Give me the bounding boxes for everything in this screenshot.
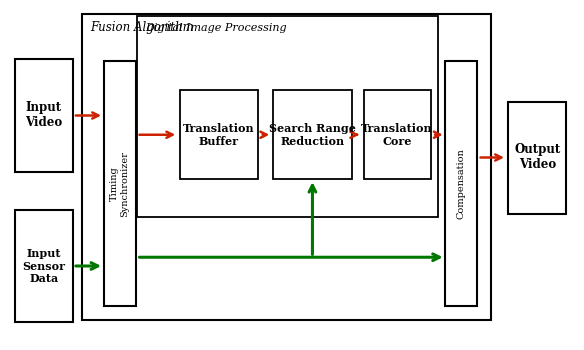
Bar	[363, 90, 431, 179]
Bar	[445, 61, 478, 306]
Text: Compensation: Compensation	[457, 148, 466, 219]
Text: Search Range
Reduction: Search Range Reduction	[269, 123, 356, 147]
Text: Timing
Synchronizer: Timing Synchronizer	[110, 151, 130, 217]
Bar	[15, 210, 73, 322]
Text: Translation
Core: Translation Core	[361, 123, 433, 147]
Text: Digital Image Processing: Digital Image Processing	[145, 23, 287, 33]
Bar	[15, 60, 73, 172]
Bar	[273, 90, 352, 179]
Text: Output
Video: Output Video	[514, 144, 561, 172]
Bar	[82, 14, 491, 320]
Bar	[508, 102, 566, 214]
Text: Translation
Buffer: Translation Buffer	[183, 123, 255, 147]
Bar	[137, 16, 438, 217]
Text: Fusion Algorithm: Fusion Algorithm	[91, 21, 194, 34]
Text: Input
Sensor
Data: Input Sensor Data	[22, 248, 65, 284]
Text: Input
Video: Input Video	[25, 102, 62, 130]
Bar	[179, 90, 258, 179]
Bar	[104, 61, 135, 306]
